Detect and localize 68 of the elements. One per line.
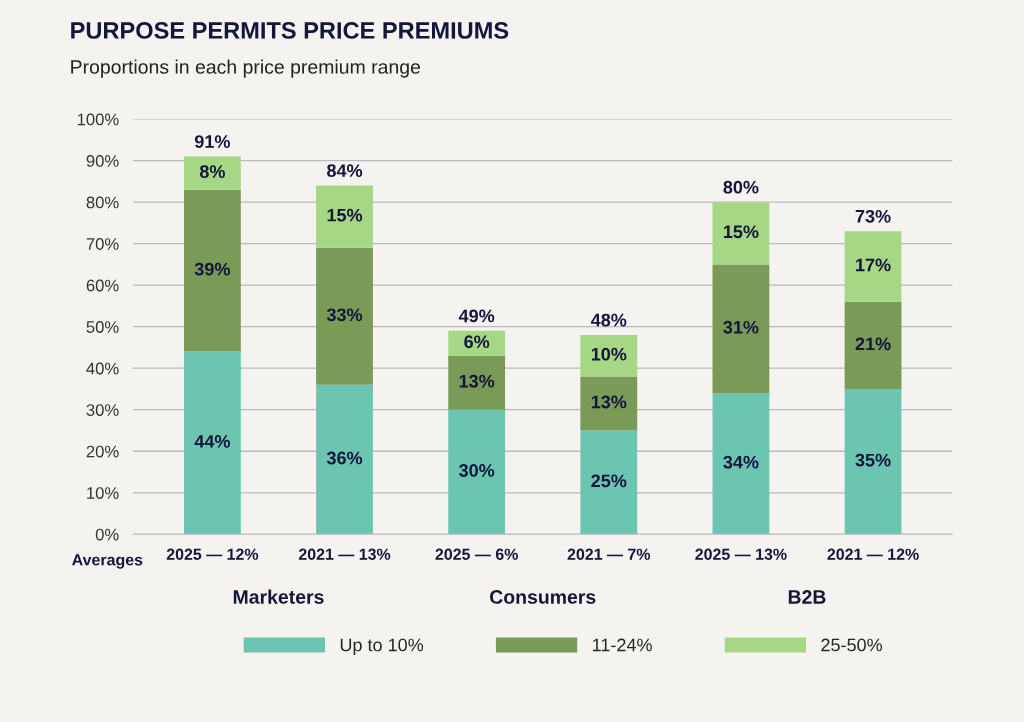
bar [316, 384, 373, 535]
bar [316, 247, 373, 385]
bar [844, 231, 902, 302]
data-label: 21% [855, 337, 891, 351]
bar [183, 351, 241, 535]
x-tick-label: 2025 — 12% [166, 548, 259, 560]
data-label: 8% [199, 165, 225, 178]
bar [580, 335, 638, 377]
y-tick-label: 70% [86, 238, 119, 250]
data-label: 15% [723, 225, 759, 239]
data-label: 31% [723, 320, 759, 334]
y-tick-label: 60% [86, 279, 119, 292]
bar [712, 393, 770, 535]
bar [844, 301, 902, 389]
total-label: 49% [458, 309, 495, 323]
data-label: 44% [194, 435, 230, 448]
data-label: 6% [464, 335, 490, 349]
text: B2B [788, 590, 826, 604]
bar [448, 330, 506, 356]
bar [183, 156, 241, 190]
y-tick-label: 10% [87, 487, 119, 499]
y-tick-label: 40% [86, 362, 119, 375]
data-label: 25% [591, 474, 627, 488]
bar [316, 185, 373, 248]
data-label: 39% [194, 262, 230, 276]
y-tick-label: 20% [86, 445, 119, 458]
x-tick-label: 2025 — 13% [695, 548, 787, 560]
bar [580, 430, 638, 535]
total-label: 80% [723, 180, 759, 194]
bar [448, 355, 506, 410]
data-label: 17% [856, 258, 891, 272]
total-label: 91% [194, 135, 230, 148]
bar [580, 376, 638, 431]
legend-label: 11-24% [593, 638, 652, 652]
bar [183, 189, 241, 352]
text: Consumers [490, 590, 596, 604]
x-tick-label: 2021 — 12% [827, 548, 919, 560]
bar [448, 409, 506, 535]
bar [712, 264, 770, 394]
data-label: 10% [591, 347, 627, 361]
total-label: 73% [855, 209, 891, 223]
x-tick-label: 2021 — 13% [298, 548, 391, 560]
chart-title: PURPOSE PERMITS PRICE PREMIUMS [71, 22, 509, 39]
y-tick-label: 30% [86, 404, 119, 416]
data-label: 34% [723, 455, 759, 469]
x-axis-title: Averages [72, 554, 143, 569]
data-label: 36% [326, 451, 363, 465]
y-tick-label: 100% [77, 113, 119, 126]
total-label: 48% [590, 313, 627, 327]
x-tick-label: 2021 — 7% [567, 548, 651, 560]
data-label: 30% [459, 464, 495, 477]
total-label: 84% [327, 164, 363, 177]
legend-label: Up to 10% [340, 638, 424, 655]
bar [844, 388, 902, 535]
bar [712, 202, 770, 265]
text: Marketers [233, 589, 324, 604]
y-tick-label: 50% [86, 321, 119, 333]
data-label: 35% [855, 453, 891, 467]
x-tick-label: 2025 — 6% [435, 548, 518, 560]
chart-subtitle: Proportions in each price premium range [71, 59, 421, 78]
y-tick-label: 0% [95, 528, 119, 541]
y-tick-label: 90% [86, 155, 119, 167]
data-label: 13% [459, 374, 495, 388]
data-label: 33% [326, 308, 363, 322]
legend-label: 25-50% [821, 638, 883, 652]
data-label: 15% [327, 208, 363, 222]
data-label: 13% [591, 395, 627, 409]
y-tick-label: 80% [86, 196, 119, 209]
